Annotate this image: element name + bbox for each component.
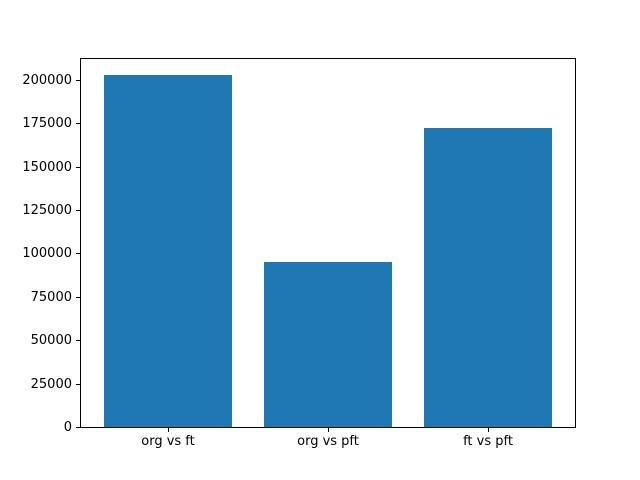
y-tick-label: 50000 bbox=[30, 333, 72, 348]
y-tick-label: 200000 bbox=[22, 73, 72, 88]
x-tick-label: org vs pft bbox=[297, 434, 359, 449]
y-tick-mark bbox=[76, 210, 80, 211]
y-tick-mark bbox=[76, 427, 80, 428]
x-tick-label: ft vs pft bbox=[463, 434, 513, 449]
y-tick-mark bbox=[76, 167, 80, 168]
y-tick-mark bbox=[76, 297, 80, 298]
x-tick-mark bbox=[168, 428, 169, 432]
y-tick-mark bbox=[76, 384, 80, 385]
x-tick-mark bbox=[328, 428, 329, 432]
y-tick-mark bbox=[76, 253, 80, 254]
y-tick-label: 75000 bbox=[30, 290, 72, 305]
bar-org-vs-ft bbox=[104, 75, 232, 427]
y-tick-label: 25000 bbox=[30, 377, 72, 392]
bars-container bbox=[81, 59, 575, 427]
y-tick-mark bbox=[76, 123, 80, 124]
y-tick-label: 125000 bbox=[22, 203, 72, 218]
y-tick-label: 0 bbox=[63, 420, 72, 435]
y-tick-mark bbox=[76, 80, 80, 81]
y-tick-mark bbox=[76, 340, 80, 341]
bar-ft-vs-pft bbox=[424, 128, 552, 427]
y-tick-label: 100000 bbox=[22, 246, 72, 261]
plot-area bbox=[80, 58, 576, 428]
y-tick-label: 175000 bbox=[22, 116, 72, 131]
x-tick-mark bbox=[488, 428, 489, 432]
x-tick-label: org vs ft bbox=[141, 434, 195, 449]
bar-org-vs-pft bbox=[264, 262, 392, 427]
y-tick-label: 150000 bbox=[22, 160, 72, 175]
